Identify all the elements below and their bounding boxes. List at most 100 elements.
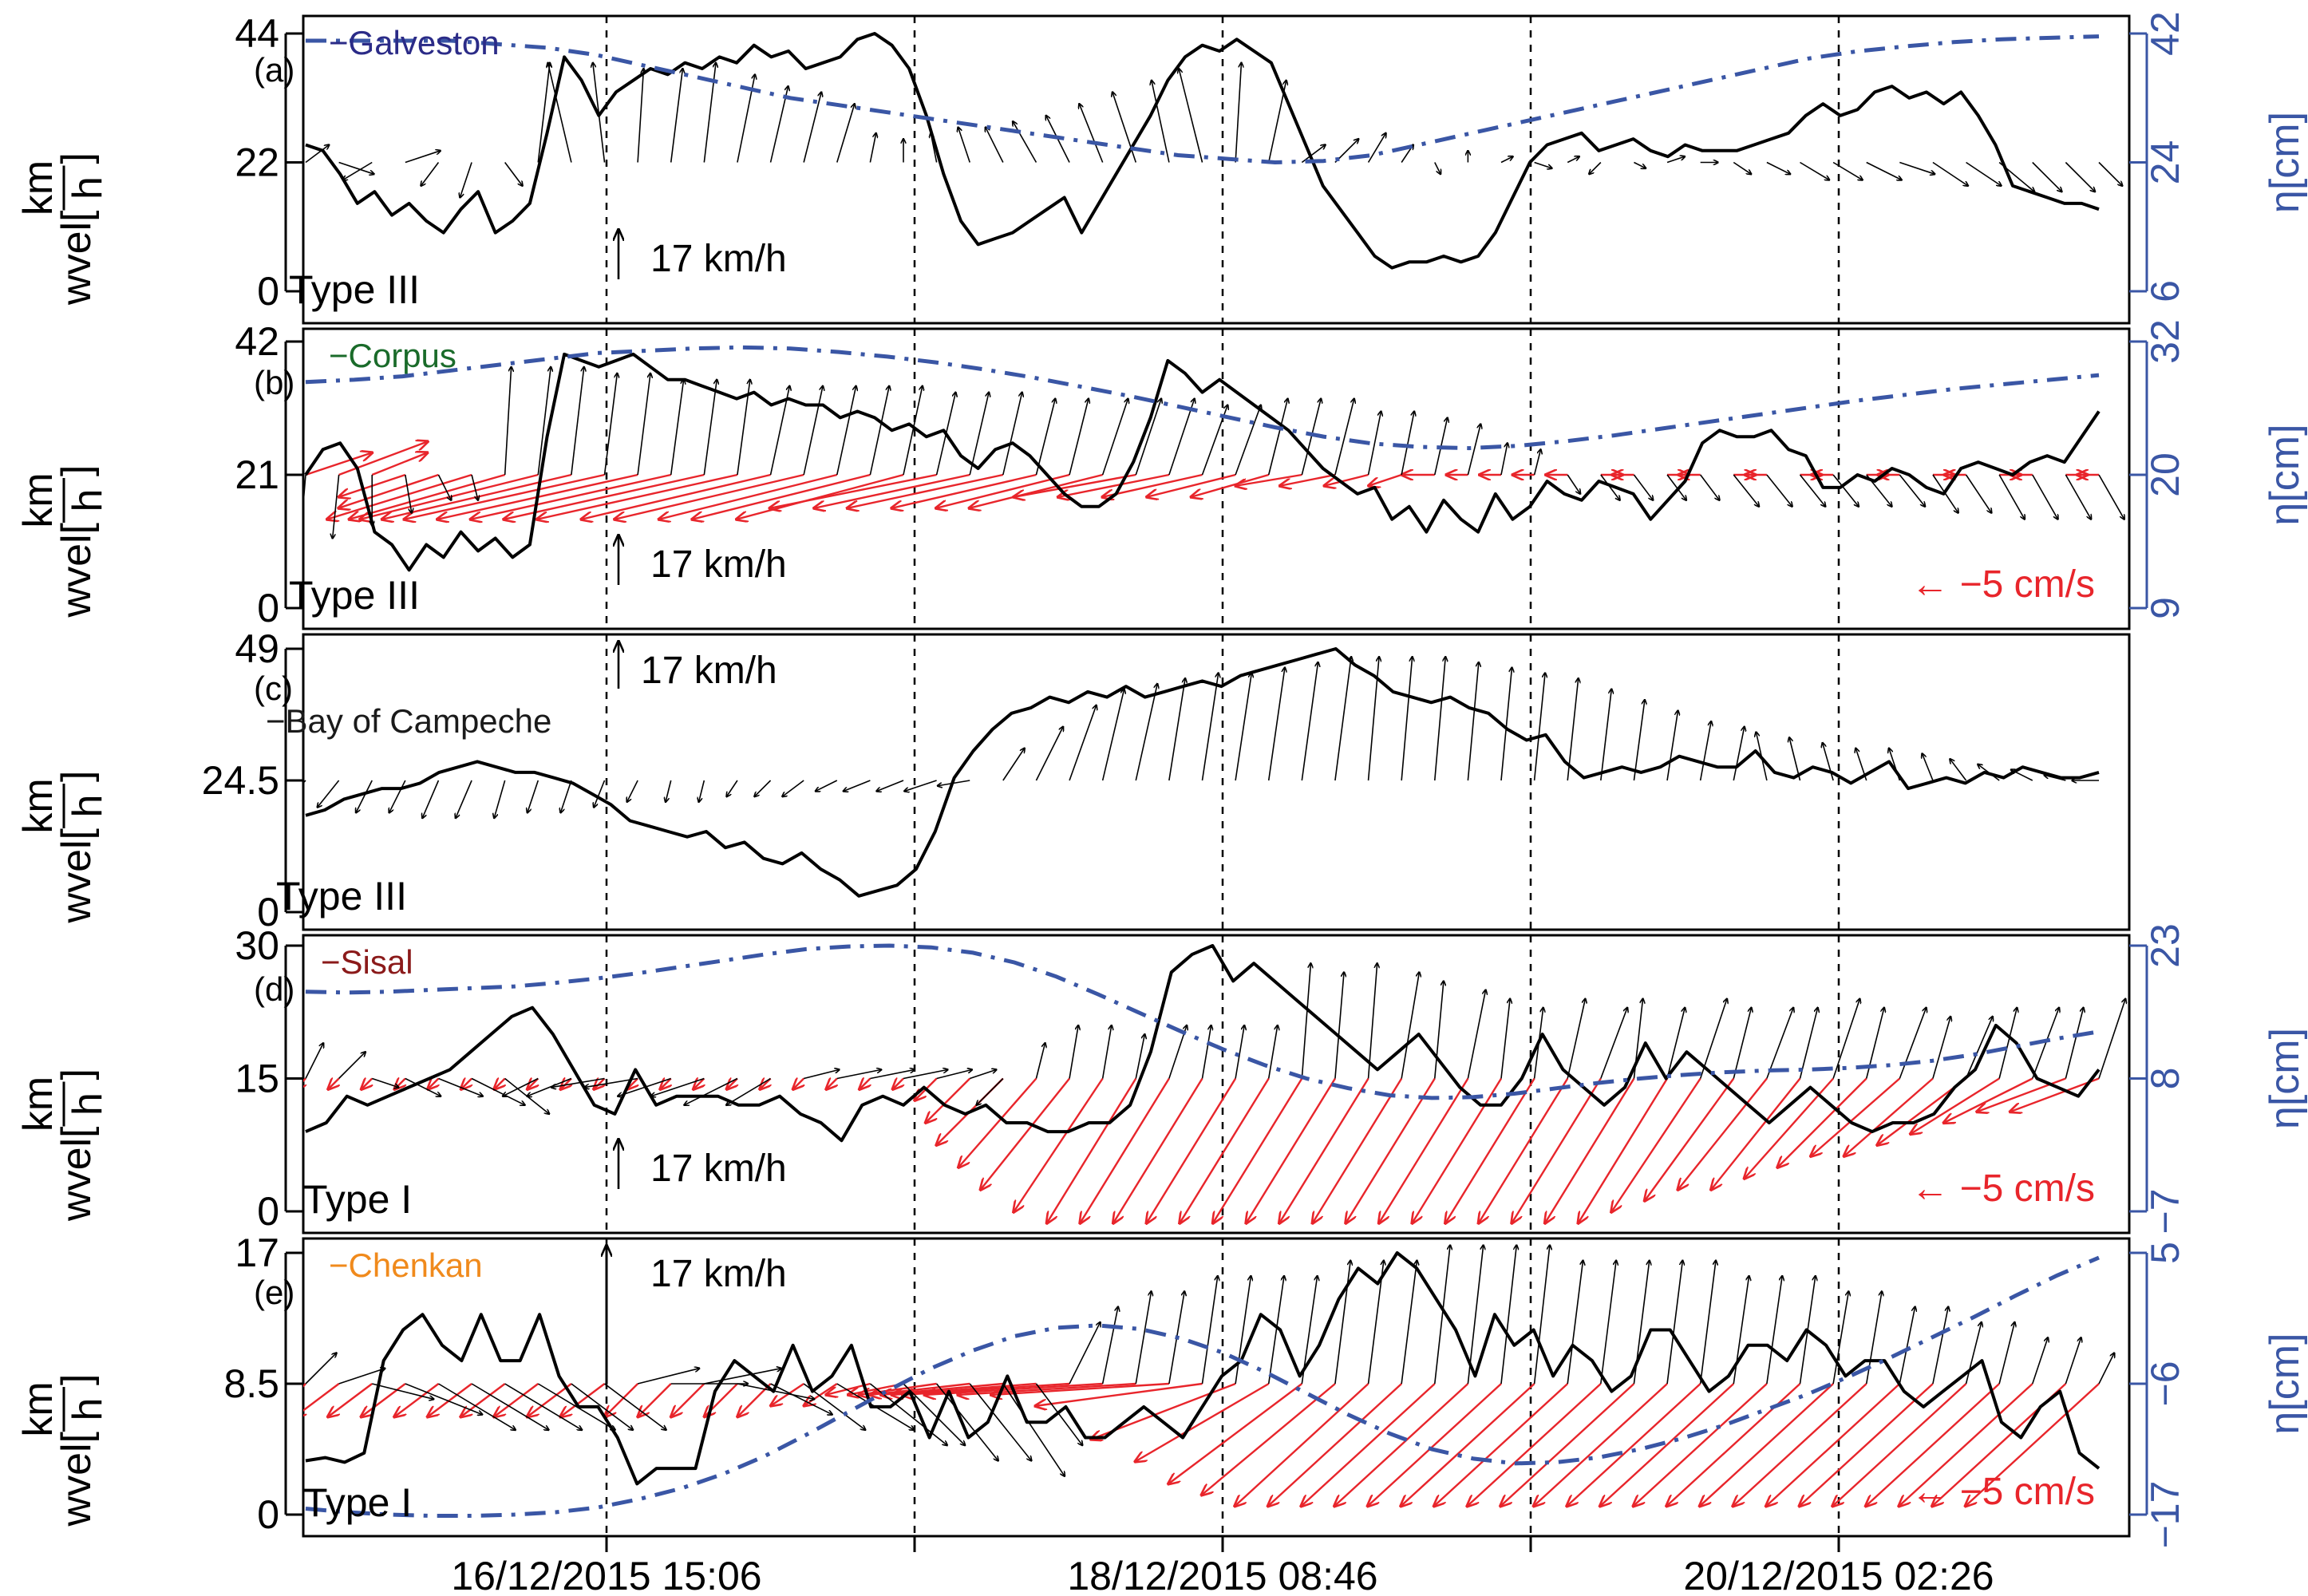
wind-arrow [471,474,478,500]
wind-arrow [1401,972,1419,1079]
wind-arrow [305,1043,323,1079]
wind-arrow [303,474,306,512]
wind-arrow [405,1077,441,1096]
wind-arrow [754,780,772,796]
wind-arrow [903,1383,965,1445]
wind-arrow [1069,399,1089,476]
x-tick-label-3: 20/12/2015 02:26 [1683,1554,1994,1596]
x-tick-label-1: 16/12/2015 15:06 [451,1554,761,1596]
wind-arrow [836,1069,882,1080]
wind-arrow [527,1077,572,1096]
current-arrow [560,1383,606,1417]
wind-arrow [2065,161,2095,192]
wind-arrow [1666,1261,1682,1385]
y-right-label-group: η[cm] [2262,112,2308,213]
wind-arrow [1799,1008,1818,1079]
current-arrow [1135,1382,1270,1462]
left-tick-label: 42 [235,319,279,364]
current-arrow [1567,1383,1701,1507]
wind-arrow [2098,161,2122,186]
current-arrow [1401,1383,1535,1507]
wind-arrow [1367,133,1386,163]
wind-arrow [1789,737,1801,781]
wind-arrow [1101,1025,1112,1079]
wind-arrow [528,780,539,812]
current-arrow [658,473,838,519]
y-left-label-prefix: wvel[ [53,210,100,306]
current-arrow [527,1383,572,1417]
right-tick-label-group: 23 [2143,923,2187,968]
current-arrow [1246,1077,1336,1224]
y-left-label-den: h [65,795,111,818]
current-arrow [1346,1077,1436,1224]
plot-area [303,943,2125,1224]
wind-arrow [1832,1291,1848,1385]
wind-arrow [438,1383,515,1430]
current-arrow [1057,473,1170,497]
wind-arrow [1301,662,1318,781]
wind-arrow [1733,727,1744,781]
current-arrow [1301,1383,1436,1507]
current-arrow [691,473,871,519]
current-arrow [1633,1383,1768,1507]
wind-arrow [1135,1291,1151,1385]
wind-arrow [1401,1261,1417,1385]
current-arrow [770,1383,804,1406]
panel-letter: (e) [254,1274,294,1311]
y-left-label-prefix: wvel[ [53,522,100,618]
y-left-label-suffix: ] [53,771,100,782]
wind-arrow [816,780,838,791]
wind-arrow [1799,474,1826,507]
wind-arrow [699,780,705,802]
wind-arrow [870,1069,915,1080]
current-arrow [891,473,1037,508]
current-arrow [303,1383,340,1417]
sea-level-line [305,943,2100,1100]
current-arrow [303,1079,306,1090]
current-arrow [594,1079,605,1090]
wind-arrow [670,380,684,476]
wind-arrow [637,373,650,476]
wind-arrow [666,780,672,802]
wind-arrow [1800,161,1830,180]
right-tick-label: 9 [2143,597,2187,619]
wind-arrow [1334,1261,1350,1385]
current-arrow [925,1077,971,1124]
wind-arrow [2098,1353,2114,1385]
wind-arrow [1766,1008,1793,1079]
panel-frame [302,327,2131,630]
wind-arrow [471,1077,525,1105]
current-arrow [1544,1077,1635,1224]
wind-arrow [1301,144,1325,164]
wind-arrow [1002,393,1022,476]
panel-d: 0 15 30 wvel[km h] −7 8 23 η[cm] 17 km/h ← −5 cm/s… [15,923,2308,1235]
wind-arrow [876,780,904,791]
left-tick-label: 0 [257,269,279,314]
wind-arrow [1600,689,1611,781]
wind-arrow [704,1369,781,1385]
wind-arrow [1235,405,1261,476]
wind-arrow [1069,705,1097,781]
y-left-label-suffix: ] [53,152,100,164]
wind-arrow [1500,1245,1516,1385]
wind-arrow [471,1383,548,1430]
panel-letter: (b) [254,364,294,401]
current-arrow [1412,1077,1503,1224]
station-name: −Chenkan [329,1246,483,1284]
wind-arrow [936,1069,972,1080]
wind-arrow [1301,399,1321,476]
wind-arrow [1998,474,2025,519]
x-tick-label-2: 18/12/2015 08:46 [1067,1554,1377,1596]
wind-arrow [726,1077,771,1105]
current-arrow [1910,1077,2000,1135]
wind-arrow [1267,1276,1284,1385]
y-right-label: η[cm] [2262,1028,2308,1129]
current-arrow [536,473,738,519]
wind-arrow [603,373,618,476]
right-tick-label: 24 [2143,140,2187,185]
wind-arrow [1534,161,1552,168]
current-arrow [826,1079,837,1090]
right-tick-label-group: 20 [2143,452,2187,497]
current-arrow [1014,1077,1104,1213]
